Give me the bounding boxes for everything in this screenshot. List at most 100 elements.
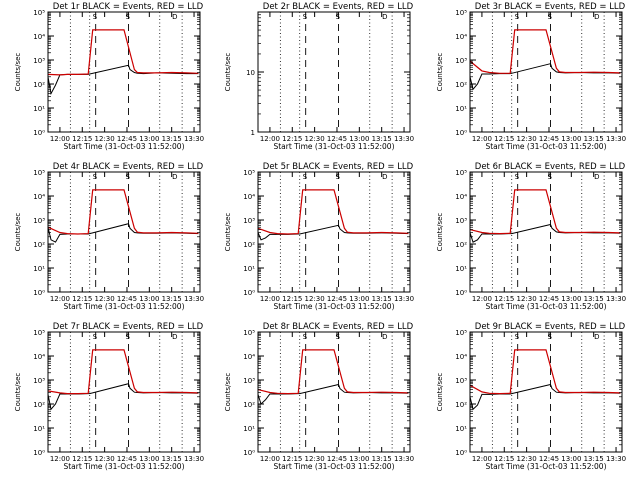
y-tick-label: 10² xyxy=(455,81,467,89)
y-tick-label: 10⁵ xyxy=(455,329,467,337)
x-tick-label: 12:30 xyxy=(517,295,537,303)
y-tick-label: 10⁰ xyxy=(33,289,45,297)
y-tick-label: 10⁵ xyxy=(243,169,255,177)
top-marker-label: S xyxy=(303,13,308,21)
y-tick-label: 10³ xyxy=(33,377,45,385)
x-tick-label: 13:15 xyxy=(584,135,604,143)
y-axis-label: Counts/sec xyxy=(14,213,22,252)
x-tick-label: 12:45 xyxy=(327,455,347,463)
x-tick-label: 12:00 xyxy=(260,295,280,303)
y-tick-label: 10³ xyxy=(33,217,45,225)
top-marker-label: D xyxy=(172,333,177,341)
y-tick-label: 10² xyxy=(455,241,467,249)
top-marker-label: D xyxy=(172,13,177,21)
x-tick-label: 13:15 xyxy=(372,295,392,303)
x-tick-label: 12:00 xyxy=(472,295,492,303)
y-tick-label: 10² xyxy=(455,401,467,409)
x-tick-label: 12:15 xyxy=(282,135,302,143)
top-marker-label: D xyxy=(594,13,599,21)
series-line-lld xyxy=(469,29,621,74)
top-marker-label: S xyxy=(515,173,520,181)
y-tick-label: 10⁰ xyxy=(243,449,255,457)
top-marker-label: S xyxy=(93,333,98,341)
top-marker-label: S xyxy=(125,13,130,21)
plot-frame xyxy=(47,331,201,453)
top-marker-label: S xyxy=(547,13,552,21)
series-line-lld xyxy=(257,189,409,235)
y-tick-label: 10⁴ xyxy=(243,353,255,361)
y-axis-label: Counts/sec xyxy=(224,213,232,252)
y-tick-label: 10¹ xyxy=(243,265,255,273)
x-tick-label: 13:00 xyxy=(139,295,159,303)
top-marker-label: S xyxy=(303,333,308,341)
top-marker-label: D xyxy=(594,173,599,181)
top-marker-label: S xyxy=(515,13,520,21)
x-tick-label: 13:30 xyxy=(394,135,414,143)
x-tick-label: 13:15 xyxy=(584,295,604,303)
top-marker-label: S xyxy=(515,333,520,341)
plot-title: Det 3r BLACK = Events, RED = LLD xyxy=(475,2,626,12)
y-axis-label: Counts/sec xyxy=(14,373,22,412)
x-axis-label: Start Time (31-Oct-03 11:52:00) xyxy=(63,462,184,471)
y-tick-label: 10³ xyxy=(455,377,467,385)
top-marker-label: S xyxy=(93,173,98,181)
x-tick-label: 13:15 xyxy=(162,455,182,463)
y-tick-label: 10³ xyxy=(455,217,467,225)
y-tick-label: 10³ xyxy=(455,57,467,65)
y-tick-label: 10⁵ xyxy=(243,329,255,337)
x-tick-label: 12:15 xyxy=(282,295,302,303)
x-tick-label: 12:30 xyxy=(95,295,115,303)
x-axis-label: Start Time (31-Oct-03 11:52:00) xyxy=(273,142,394,151)
y-tick-label: 10² xyxy=(243,401,255,409)
x-tick-label: 12:15 xyxy=(282,455,302,463)
x-tick-label: 13:00 xyxy=(561,295,581,303)
y-tick-label: 10³ xyxy=(33,57,45,65)
x-tick-label: 12:30 xyxy=(305,295,325,303)
x-tick-label: 12:45 xyxy=(327,135,347,143)
y-tick-label: 10⁵ xyxy=(33,9,45,17)
x-tick-label: 12:30 xyxy=(517,455,537,463)
top-marker-label: D xyxy=(382,333,387,341)
x-tick-label: 13:30 xyxy=(394,455,414,463)
y-tick-label: 1 xyxy=(251,129,255,137)
y-tick-label: 10⁰ xyxy=(455,289,467,297)
x-tick-label: 13:30 xyxy=(606,295,626,303)
plot-frame xyxy=(257,331,411,453)
y-tick-label: 10⁰ xyxy=(33,449,45,457)
x-tick-label: 12:45 xyxy=(117,455,137,463)
series-line-lld xyxy=(469,189,621,235)
plot-title: Det 7r BLACK = Events, RED = LLD xyxy=(53,322,204,332)
x-tick-label: 12:45 xyxy=(539,135,559,143)
x-tick-label: 12:15 xyxy=(494,455,514,463)
y-tick-label: 10 xyxy=(246,69,255,77)
x-tick-label: 13:15 xyxy=(372,135,392,143)
x-tick-label: 13:00 xyxy=(349,295,369,303)
top-marker-label: S xyxy=(93,13,98,21)
y-tick-label: 10⁴ xyxy=(455,193,467,201)
x-tick-label: 13:00 xyxy=(349,455,369,463)
y-tick-label: 10³ xyxy=(243,217,255,225)
top-marker-label: S xyxy=(335,13,340,21)
x-tick-label: 12:15 xyxy=(494,135,514,143)
y-tick-label: 10¹ xyxy=(33,105,45,113)
x-tick-label: 12:30 xyxy=(305,135,325,143)
plot-title: Det 4r BLACK = Events, RED = LLD xyxy=(53,162,204,172)
top-marker-label: D xyxy=(594,333,599,341)
x-tick-label: 12:45 xyxy=(117,295,137,303)
x-axis-label: Start Time (31-Oct-03 11:52:00) xyxy=(63,302,184,311)
series-line-lld xyxy=(257,349,409,395)
x-tick-label: 12:45 xyxy=(327,295,347,303)
y-axis-label: Counts/sec xyxy=(224,373,232,412)
x-tick-label: 13:00 xyxy=(561,455,581,463)
series-line-lld xyxy=(47,29,199,76)
y-tick-label: 10⁴ xyxy=(33,353,45,361)
y-tick-label: 10⁵ xyxy=(455,169,467,177)
x-tick-label: 12:30 xyxy=(95,455,115,463)
